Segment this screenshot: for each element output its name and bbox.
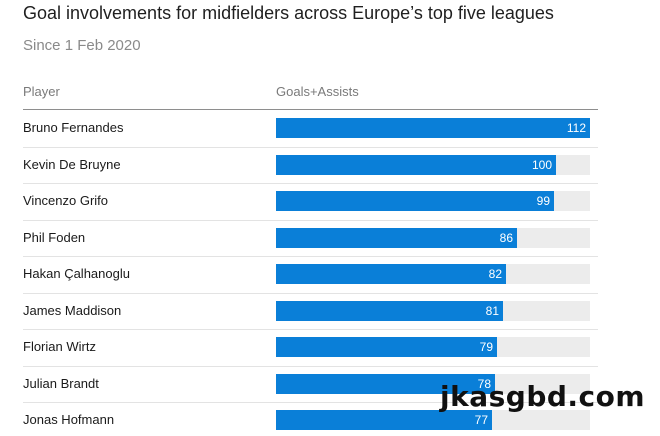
bar-track: 79 <box>276 337 590 357</box>
bar <box>276 227 517 248</box>
bar-value-label: 81 <box>485 303 499 318</box>
column-header-goals-assists: Goals+Assists <box>276 84 359 99</box>
bar-value-label: 99 <box>536 194 550 208</box>
bar <box>276 300 503 321</box>
bar-value-label: 78 <box>477 376 491 391</box>
bar <box>276 154 556 175</box>
page-title: Goal involvements for midfielders across… <box>23 3 554 23</box>
column-header-player: Player <box>23 84 60 99</box>
row-divider <box>23 292 598 294</box>
bar <box>276 264 506 284</box>
bar-value-label: 82 <box>488 267 502 281</box>
player-label: Vincenzo Grifo <box>23 193 109 208</box>
header-divider <box>23 109 598 110</box>
bar-track: 81 <box>276 300 590 321</box>
page-subtitle: Since 1 Feb 2020 <box>23 37 141 54</box>
bar <box>276 337 497 357</box>
bar-value-label: 112 <box>566 121 586 135</box>
bar-value-label: 79 <box>479 340 493 354</box>
bar-track: 112 <box>276 118 590 138</box>
bar-track: 77 <box>276 410 590 430</box>
bar-track: 78 <box>276 373 590 394</box>
player-label: Jonas Hofmann <box>23 412 115 427</box>
bar-track: 86 <box>276 227 590 248</box>
bar <box>276 191 554 211</box>
player-label: Julian Brandt <box>23 375 99 391</box>
player-label: James Maddison <box>23 302 122 318</box>
bar <box>276 118 590 138</box>
bar <box>276 410 492 430</box>
player-label: Bruno Fernandes <box>23 120 124 135</box>
bar-value-label: 86 <box>499 230 513 245</box>
bar <box>276 373 495 394</box>
row-divider <box>23 183 598 184</box>
player-label: Phil Foden <box>23 229 86 245</box>
row-divider <box>23 365 598 367</box>
bar-track: 99 <box>276 191 590 211</box>
row-divider <box>23 146 598 148</box>
player-label: Kevin De Bruyne <box>23 156 121 172</box>
bar-track: 100 <box>276 154 590 175</box>
bar-value-label: 77 <box>474 413 488 427</box>
row-divider <box>23 402 598 403</box>
watermark-text: jkasgbd.com <box>440 380 646 413</box>
bar-track: 82 <box>276 264 590 284</box>
row-divider <box>23 219 598 221</box>
player-label: Hakan Çalhanoglu <box>23 266 130 281</box>
row-divider <box>23 329 598 330</box>
bar-value-label: 100 <box>531 157 552 172</box>
player-label: Florian Wirtz <box>23 339 96 354</box>
row-divider <box>23 256 598 257</box>
